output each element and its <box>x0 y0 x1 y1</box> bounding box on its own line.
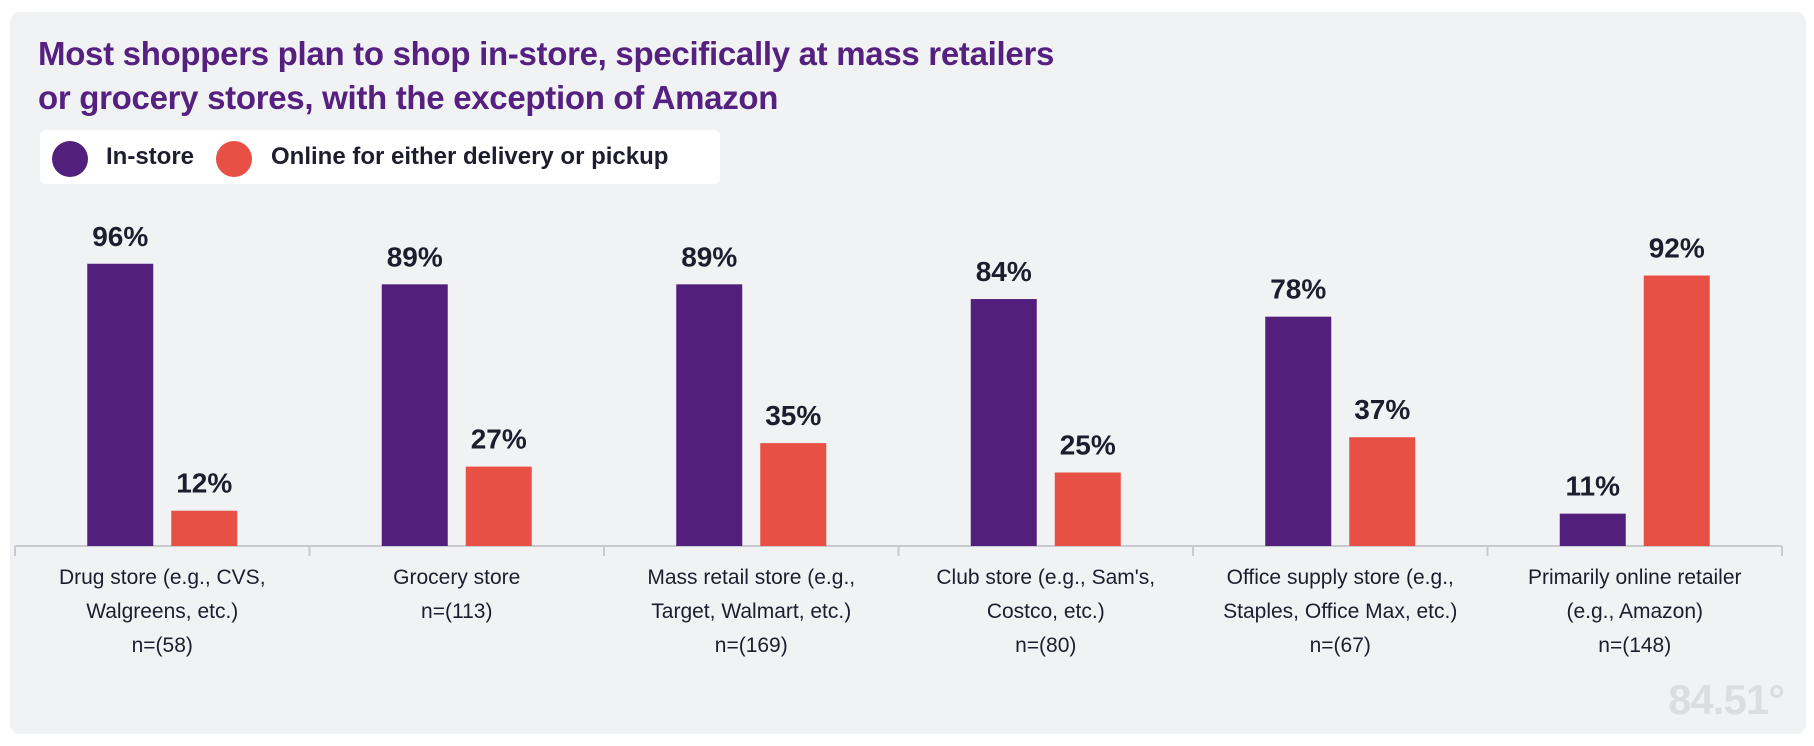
value-label-online-for-4: 25% <box>1060 430 1116 461</box>
category-label-2-line-1: Grocery store <box>393 566 520 589</box>
title-line-2: or grocery stores, with the exception of… <box>38 79 779 116</box>
brand-logo: 84.51° <box>1668 676 1785 723</box>
value-label-in-store-2: 89% <box>387 241 443 272</box>
bar-in-store-4 <box>970 299 1037 546</box>
category-label-1-line-2: Walgreens, etc.) <box>86 600 238 623</box>
bar-in-store-1 <box>87 263 154 546</box>
category-label-2-line-2: n=(113) <box>421 600 492 623</box>
value-label-online-for-2: 27% <box>471 424 527 455</box>
category-label-1-line-3: n=(58) <box>132 634 193 657</box>
legend-label-online: Online for either delivery or pickup <box>271 143 669 170</box>
value-label-online-for-6: 92% <box>1649 233 1705 264</box>
value-label-in-store-6: 11% <box>1566 471 1621 502</box>
chart-title: Most shoppers plan to shop in-store, spe… <box>38 32 1054 120</box>
legend-swatch-in-store <box>52 141 88 177</box>
bar-online-for-2 <box>465 466 532 546</box>
category-label-1-line-1: Drug store (e.g., CVS, <box>59 566 266 589</box>
category-label-5-line-1: Office supply store (e.g., <box>1227 566 1454 589</box>
bar-online-for-6 <box>1643 275 1710 546</box>
bar-in-store-5 <box>1265 316 1332 546</box>
legend-label-in-store: In-store <box>106 143 195 170</box>
category-label-4-line-2: Costco, etc.) <box>987 600 1105 623</box>
category-label-5-line-2: Staples, Office Max, etc.) <box>1223 600 1457 623</box>
bar-online-for-4 <box>1054 472 1121 546</box>
bar-online-for-5 <box>1349 437 1416 546</box>
value-label-online-for-3: 35% <box>765 400 821 431</box>
value-label-in-store-3: 89% <box>681 241 737 272</box>
bar-online-for-1 <box>171 510 238 546</box>
category-label-6-line-1: Primarily online retailer <box>1528 566 1742 589</box>
category-label-3-line-1: Mass retail store (e.g., <box>647 566 855 589</box>
bar-in-store-2 <box>381 284 448 546</box>
value-label-online-for-1: 12% <box>176 468 232 499</box>
category-label-3-line-3: n=(169) <box>715 634 788 657</box>
title-line-1: Most shoppers plan to shop in-store, spe… <box>38 35 1055 72</box>
bar-online-for-3 <box>760 443 827 546</box>
category-label-6-line-3: n=(148) <box>1598 634 1671 657</box>
category-label-4-line-1: Club store (e.g., Sam's, <box>936 566 1155 589</box>
legend-swatch-online <box>216 141 252 177</box>
bar-in-store-6 <box>1559 513 1626 546</box>
value-label-in-store-4: 84% <box>976 256 1032 287</box>
category-label-5-line-3: n=(67) <box>1310 634 1371 657</box>
value-label-online-for-5: 37% <box>1354 394 1410 425</box>
category-label-4-line-3: n=(80) <box>1015 634 1076 657</box>
category-label-3-line-2: Target, Walmart, etc.) <box>651 600 851 623</box>
category-label-6-line-2: (e.g., Amazon) <box>1566 600 1703 623</box>
legend: In-store Online for either delivery or p… <box>40 130 720 184</box>
bar-in-store-3 <box>676 284 743 546</box>
value-label-in-store-5: 78% <box>1270 274 1326 305</box>
value-label-in-store-1: 96% <box>92 221 148 252</box>
